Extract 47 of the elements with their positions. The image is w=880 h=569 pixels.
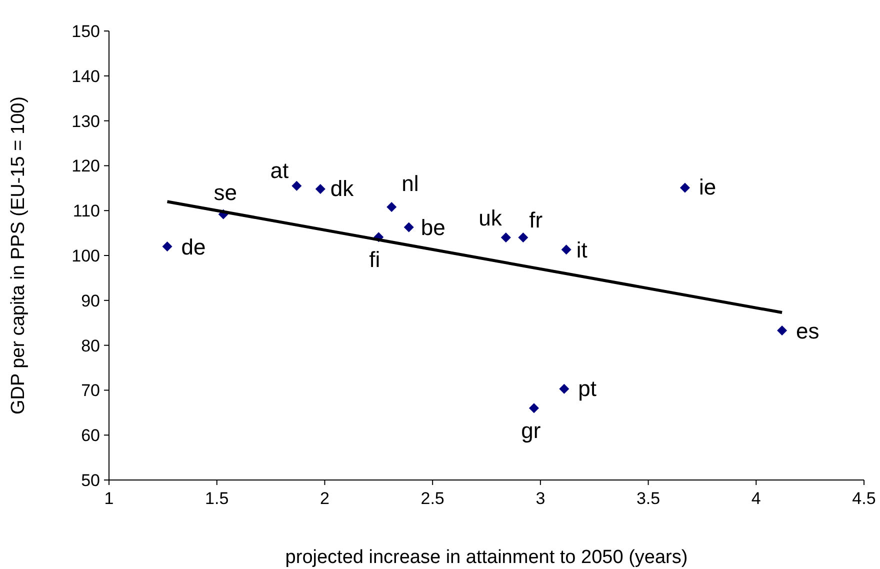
point xyxy=(404,222,414,232)
y-tick-label: 110 xyxy=(72,202,100,221)
annotation: pt xyxy=(578,376,597,401)
point xyxy=(518,232,528,243)
y-tick-label: 100 xyxy=(72,246,100,266)
x-tick-label: 1.5 xyxy=(205,489,229,508)
y-tick-label: 150 xyxy=(72,22,100,41)
y-tick-label: 50 xyxy=(81,470,100,490)
y-tick-label: 120 xyxy=(72,156,100,176)
point xyxy=(559,384,570,394)
annotation: se xyxy=(214,180,237,206)
x-tick-label: 2 xyxy=(320,489,330,508)
y-axis-title: GDP per capita in PPS (EU-15 = 100) xyxy=(8,96,29,415)
annotation: it xyxy=(576,238,588,263)
annotation: fr xyxy=(529,208,543,233)
point xyxy=(561,244,572,255)
annotation: de xyxy=(181,234,206,260)
y-tick-label: 130 xyxy=(72,112,100,131)
point xyxy=(162,242,172,252)
point xyxy=(386,202,397,212)
y-tick-label: 70 xyxy=(81,381,100,400)
annotation: at xyxy=(270,158,289,183)
annotation: fi xyxy=(369,247,380,272)
point xyxy=(680,182,690,193)
annotation: ie xyxy=(698,174,716,200)
point xyxy=(292,180,302,191)
x-tick-label: 4 xyxy=(751,489,761,508)
point xyxy=(777,325,788,336)
y-tick-label: 140 xyxy=(72,66,100,86)
annotation: uk xyxy=(478,206,503,231)
x-tick-label: 3 xyxy=(536,489,546,508)
y-tick-label: 90 xyxy=(81,291,100,310)
x-tick-label: 2.5 xyxy=(420,489,444,508)
y-tick-label: 80 xyxy=(81,336,100,356)
x-tick-label: 1 xyxy=(104,489,114,508)
x-axis-title: projected increase in attainment to 2050 (years) xyxy=(285,547,688,568)
y-tick-label: 60 xyxy=(81,426,100,446)
point xyxy=(500,232,511,243)
x-tick-label: 3.5 xyxy=(636,489,660,508)
annotation: dk xyxy=(330,176,355,202)
annotation: nl xyxy=(402,171,419,196)
annotation: gr xyxy=(521,418,541,444)
x-tick-label: 4.5 xyxy=(852,489,876,508)
annotation: be xyxy=(420,215,446,240)
point xyxy=(315,184,326,194)
annotation: es xyxy=(796,318,820,344)
point xyxy=(528,403,539,414)
